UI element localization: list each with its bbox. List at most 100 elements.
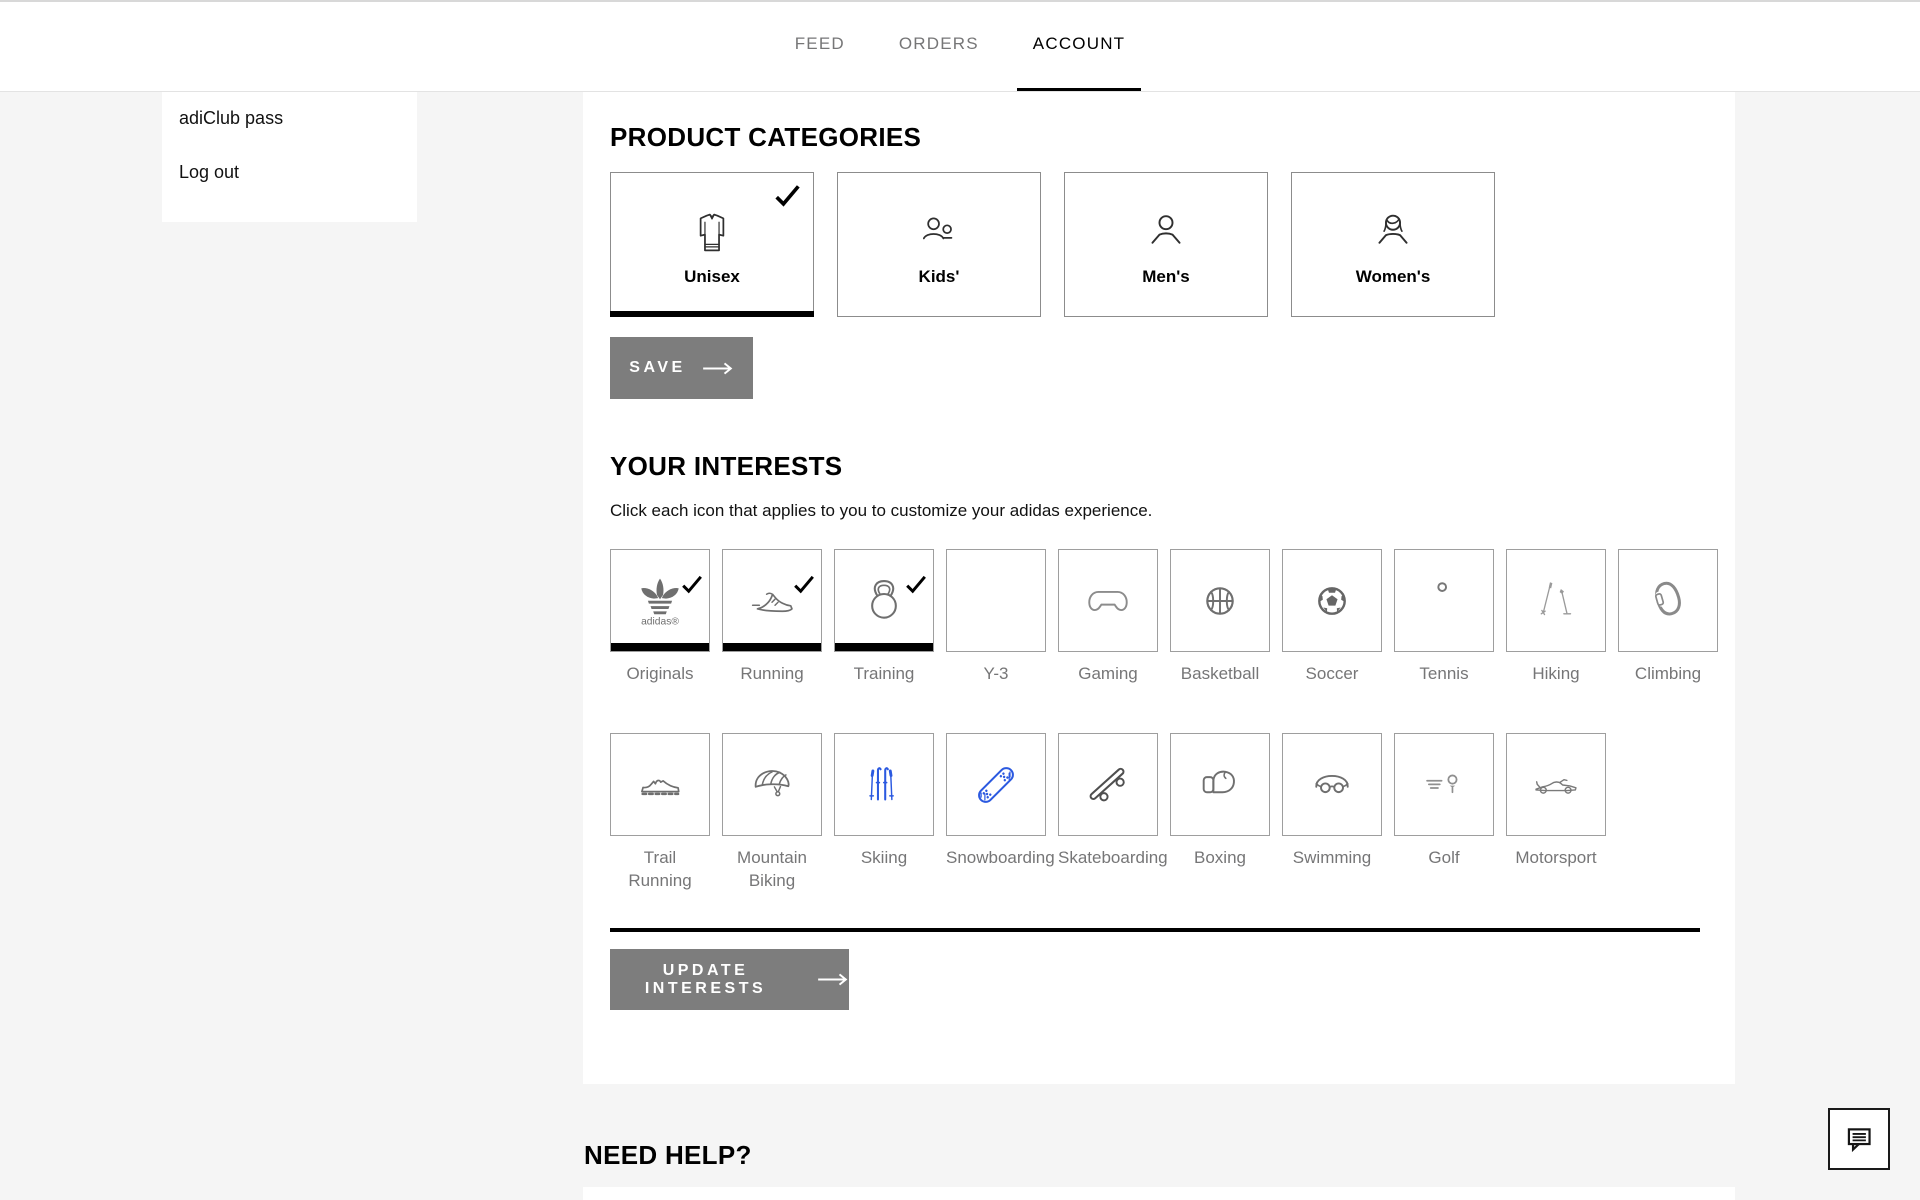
main-nav-tabs: FEED ORDERS ACCOUNT <box>0 0 1920 91</box>
skis-icon <box>855 756 913 814</box>
interest-label: Climbing <box>1634 664 1702 683</box>
interest-cell-originals: adidas® Originals <box>610 549 710 685</box>
tab-account[interactable]: ACCOUNT <box>1016 0 1142 91</box>
interest-boxing[interactable] <box>1170 733 1270 836</box>
sidebar-item-adiclub-pass[interactable]: adiClub pass <box>179 108 284 128</box>
interests-row-2: Trail Running Mountain Biking Skiing Snowbo… <box>610 733 1735 892</box>
your-interests-title: YOUR INTERESTS <box>610 451 843 481</box>
interest-label: Boxing <box>1194 848 1246 867</box>
basketball-icon <box>1191 572 1249 630</box>
account-menu-panel: adiClub pass Log out <box>162 92 417 222</box>
swim-goggles-icon <box>1303 756 1361 814</box>
interest-cell-mountain-biking: Mountain Biking <box>722 733 822 892</box>
interest-label: Golf <box>1428 848 1460 867</box>
interests-row-1: adidas® Originals Running Training Y-3 Gaming… <box>610 549 1735 685</box>
interest-skiing[interactable] <box>834 733 934 836</box>
product-categories-group: Unisex Kids' Men's Women's <box>610 172 1735 317</box>
interest-label: Mountain Biking <box>737 848 807 890</box>
interest-cell-motorsport: Motorsport <box>1506 733 1606 869</box>
category-label: Women's <box>1355 266 1431 286</box>
interest-tennis[interactable] <box>1394 549 1494 652</box>
interest-cell-y-3: Y-3 <box>946 549 1046 685</box>
interest-y-3[interactable] <box>946 549 1046 652</box>
interest-cell-climbing: Climbing <box>1618 549 1718 685</box>
update-interests-label: UPDATE INTERESTS <box>644 961 767 997</box>
interest-cell-swimming: Swimming <box>1282 733 1382 869</box>
snowboard-icon <box>967 756 1025 814</box>
skateboard-icon <box>1079 756 1137 814</box>
running-shoe-icon <box>743 572 801 630</box>
interest-label: Originals <box>626 664 694 683</box>
trail-shoe-icon <box>631 756 689 814</box>
category-label: Kids' <box>918 266 960 286</box>
arrow-right-icon <box>702 362 733 374</box>
interest-training[interactable] <box>834 549 934 652</box>
interest-gaming[interactable] <box>1058 549 1158 652</box>
bike-helmet-icon <box>743 756 801 814</box>
interest-originals[interactable]: adidas® <box>610 549 710 652</box>
interest-soccer[interactable] <box>1282 549 1382 652</box>
chat-bubble-icon <box>1847 1128 1871 1153</box>
account-main-panel: PRODUCT CATEGORIES Unisex Kids' Men's Women… <box>583 92 1735 1084</box>
interest-label: Snowboarding <box>946 848 1055 867</box>
interest-running[interactable] <box>722 549 822 652</box>
interest-label: Soccer <box>1305 664 1359 683</box>
interest-cell-hiking: Hiking <box>1506 549 1606 685</box>
interest-cell-running: Running <box>722 549 822 685</box>
interest-golf[interactable] <box>1394 733 1494 836</box>
category-unisex[interactable]: Unisex <box>610 172 814 317</box>
interest-label: Skateboarding <box>1058 848 1168 867</box>
top-navigation-bar: FEED ORDERS ACCOUNT <box>0 0 1920 92</box>
category-label: Men's <box>1142 266 1190 286</box>
checkmark-icon <box>905 555 927 594</box>
kids-icon <box>913 203 965 259</box>
interest-motorsport[interactable] <box>1506 733 1606 836</box>
race-car-icon <box>1527 756 1585 814</box>
help-section-panel <box>583 1187 1735 1200</box>
tennis-ball-icon <box>1415 572 1473 630</box>
interest-climbing[interactable] <box>1618 549 1718 652</box>
sidebar-item-log-out[interactable]: Log out <box>179 162 240 182</box>
golf-tee-icon <box>1415 756 1473 814</box>
chat-button[interactable] <box>1828 1108 1890 1170</box>
interest-mountain-biking[interactable] <box>722 733 822 836</box>
interest-swimming[interactable] <box>1282 733 1382 836</box>
interest-cell-basketball: Basketball <box>1170 549 1270 685</box>
checkmark-icon <box>774 183 801 207</box>
interest-label: Trail Running <box>628 848 692 890</box>
update-interests-button[interactable]: UPDATE INTERESTS <box>610 949 849 1010</box>
interest-label: Y-3 <box>983 664 1009 683</box>
interest-cell-training: Training <box>834 549 934 685</box>
interest-label: Tennis <box>1419 664 1469 683</box>
save-button-label: SAVE <box>629 359 686 376</box>
your-interests-description: Click each icon that applies to you to c… <box>610 501 1153 520</box>
interest-label: Training <box>853 664 915 683</box>
interest-cell-skiing: Skiing <box>834 733 934 869</box>
interests-scroll-indicator[interactable] <box>610 928 1700 932</box>
interest-snowboarding[interactable] <box>946 733 1046 836</box>
interest-hiking[interactable] <box>1506 549 1606 652</box>
interest-cell-snowboarding: Snowboarding <box>946 733 1055 869</box>
man-icon <box>1140 203 1192 259</box>
category-kids[interactable]: Kids' <box>837 172 1041 317</box>
arrow-right-icon <box>818 973 848 986</box>
page-top-border <box>0 0 1920 2</box>
tab-feed[interactable]: FEED <box>794 34 845 53</box>
category-label: Unisex <box>684 266 740 286</box>
checkmark-icon <box>681 555 703 594</box>
interest-cell-trail-running: Trail Running <box>610 733 710 892</box>
interest-basketball[interactable] <box>1170 549 1270 652</box>
category-women-s[interactable]: Women's <box>1291 172 1495 317</box>
interest-label: Basketball <box>1180 664 1260 683</box>
interest-label: Hiking <box>1532 664 1580 683</box>
interest-cell-skateboarding: Skateboarding <box>1058 733 1168 869</box>
interest-label: Skiing <box>860 848 908 867</box>
tab-orders[interactable]: ORDERS <box>898 34 979 53</box>
interest-skateboarding[interactable] <box>1058 733 1158 836</box>
interest-cell-golf: Golf <box>1394 733 1494 869</box>
save-button[interactable]: SAVE <box>610 337 753 399</box>
category-men-s[interactable]: Men's <box>1064 172 1268 317</box>
interest-trail-running[interactable] <box>610 733 710 836</box>
interest-label: Swimming <box>1292 848 1372 867</box>
woman-icon <box>1367 203 1419 259</box>
